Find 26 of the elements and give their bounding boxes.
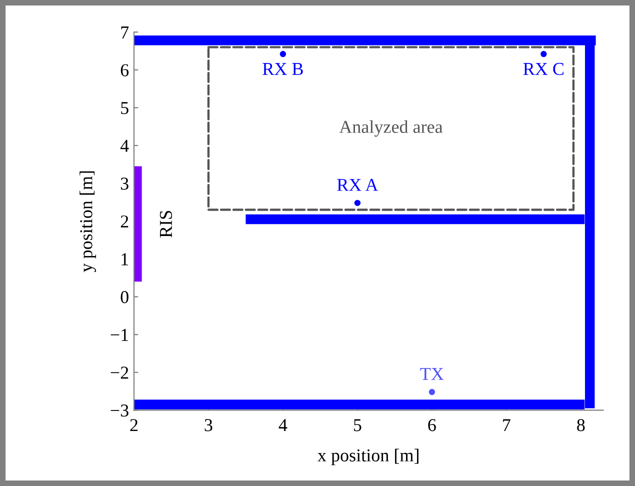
y-tick-label: 2 (120, 215, 128, 228)
y-tick-label: 1 (122, 253, 128, 266)
y-tick-label: 4 (120, 140, 129, 152)
y-tick-label: −2 (110, 366, 128, 379)
series-label: RX C (523, 62, 564, 76)
y-tick-label: −1 (110, 328, 128, 341)
x-tick-label: 6 (428, 419, 436, 432)
y-axis-title: y position [m] (80, 171, 96, 272)
y-tick-label: 7 (121, 26, 129, 38)
y-tick-label: 0 (120, 291, 128, 304)
series-label: RX A (337, 178, 378, 191)
text: Analyzed area (339, 120, 443, 137)
y-tick-label: −3 (110, 404, 128, 417)
x-tick-label: 3 (204, 419, 212, 432)
x-tick-label: 2 (130, 419, 138, 432)
text: RIS (160, 211, 172, 238)
x-tick-label: 4 (278, 419, 288, 432)
x-tick-label: 8 (577, 419, 585, 432)
series-label: TX (420, 368, 444, 380)
y-tick-label: 3 (120, 178, 128, 190)
x-axis-title: x position [m] (318, 448, 418, 466)
y-tick-label: 5 (121, 102, 128, 114)
x-tick-label: 5 (354, 419, 362, 432)
series-label: RX B (262, 63, 303, 75)
x-tick-label: 7 (503, 419, 510, 432)
y-tick-label: 6 (120, 64, 129, 76)
